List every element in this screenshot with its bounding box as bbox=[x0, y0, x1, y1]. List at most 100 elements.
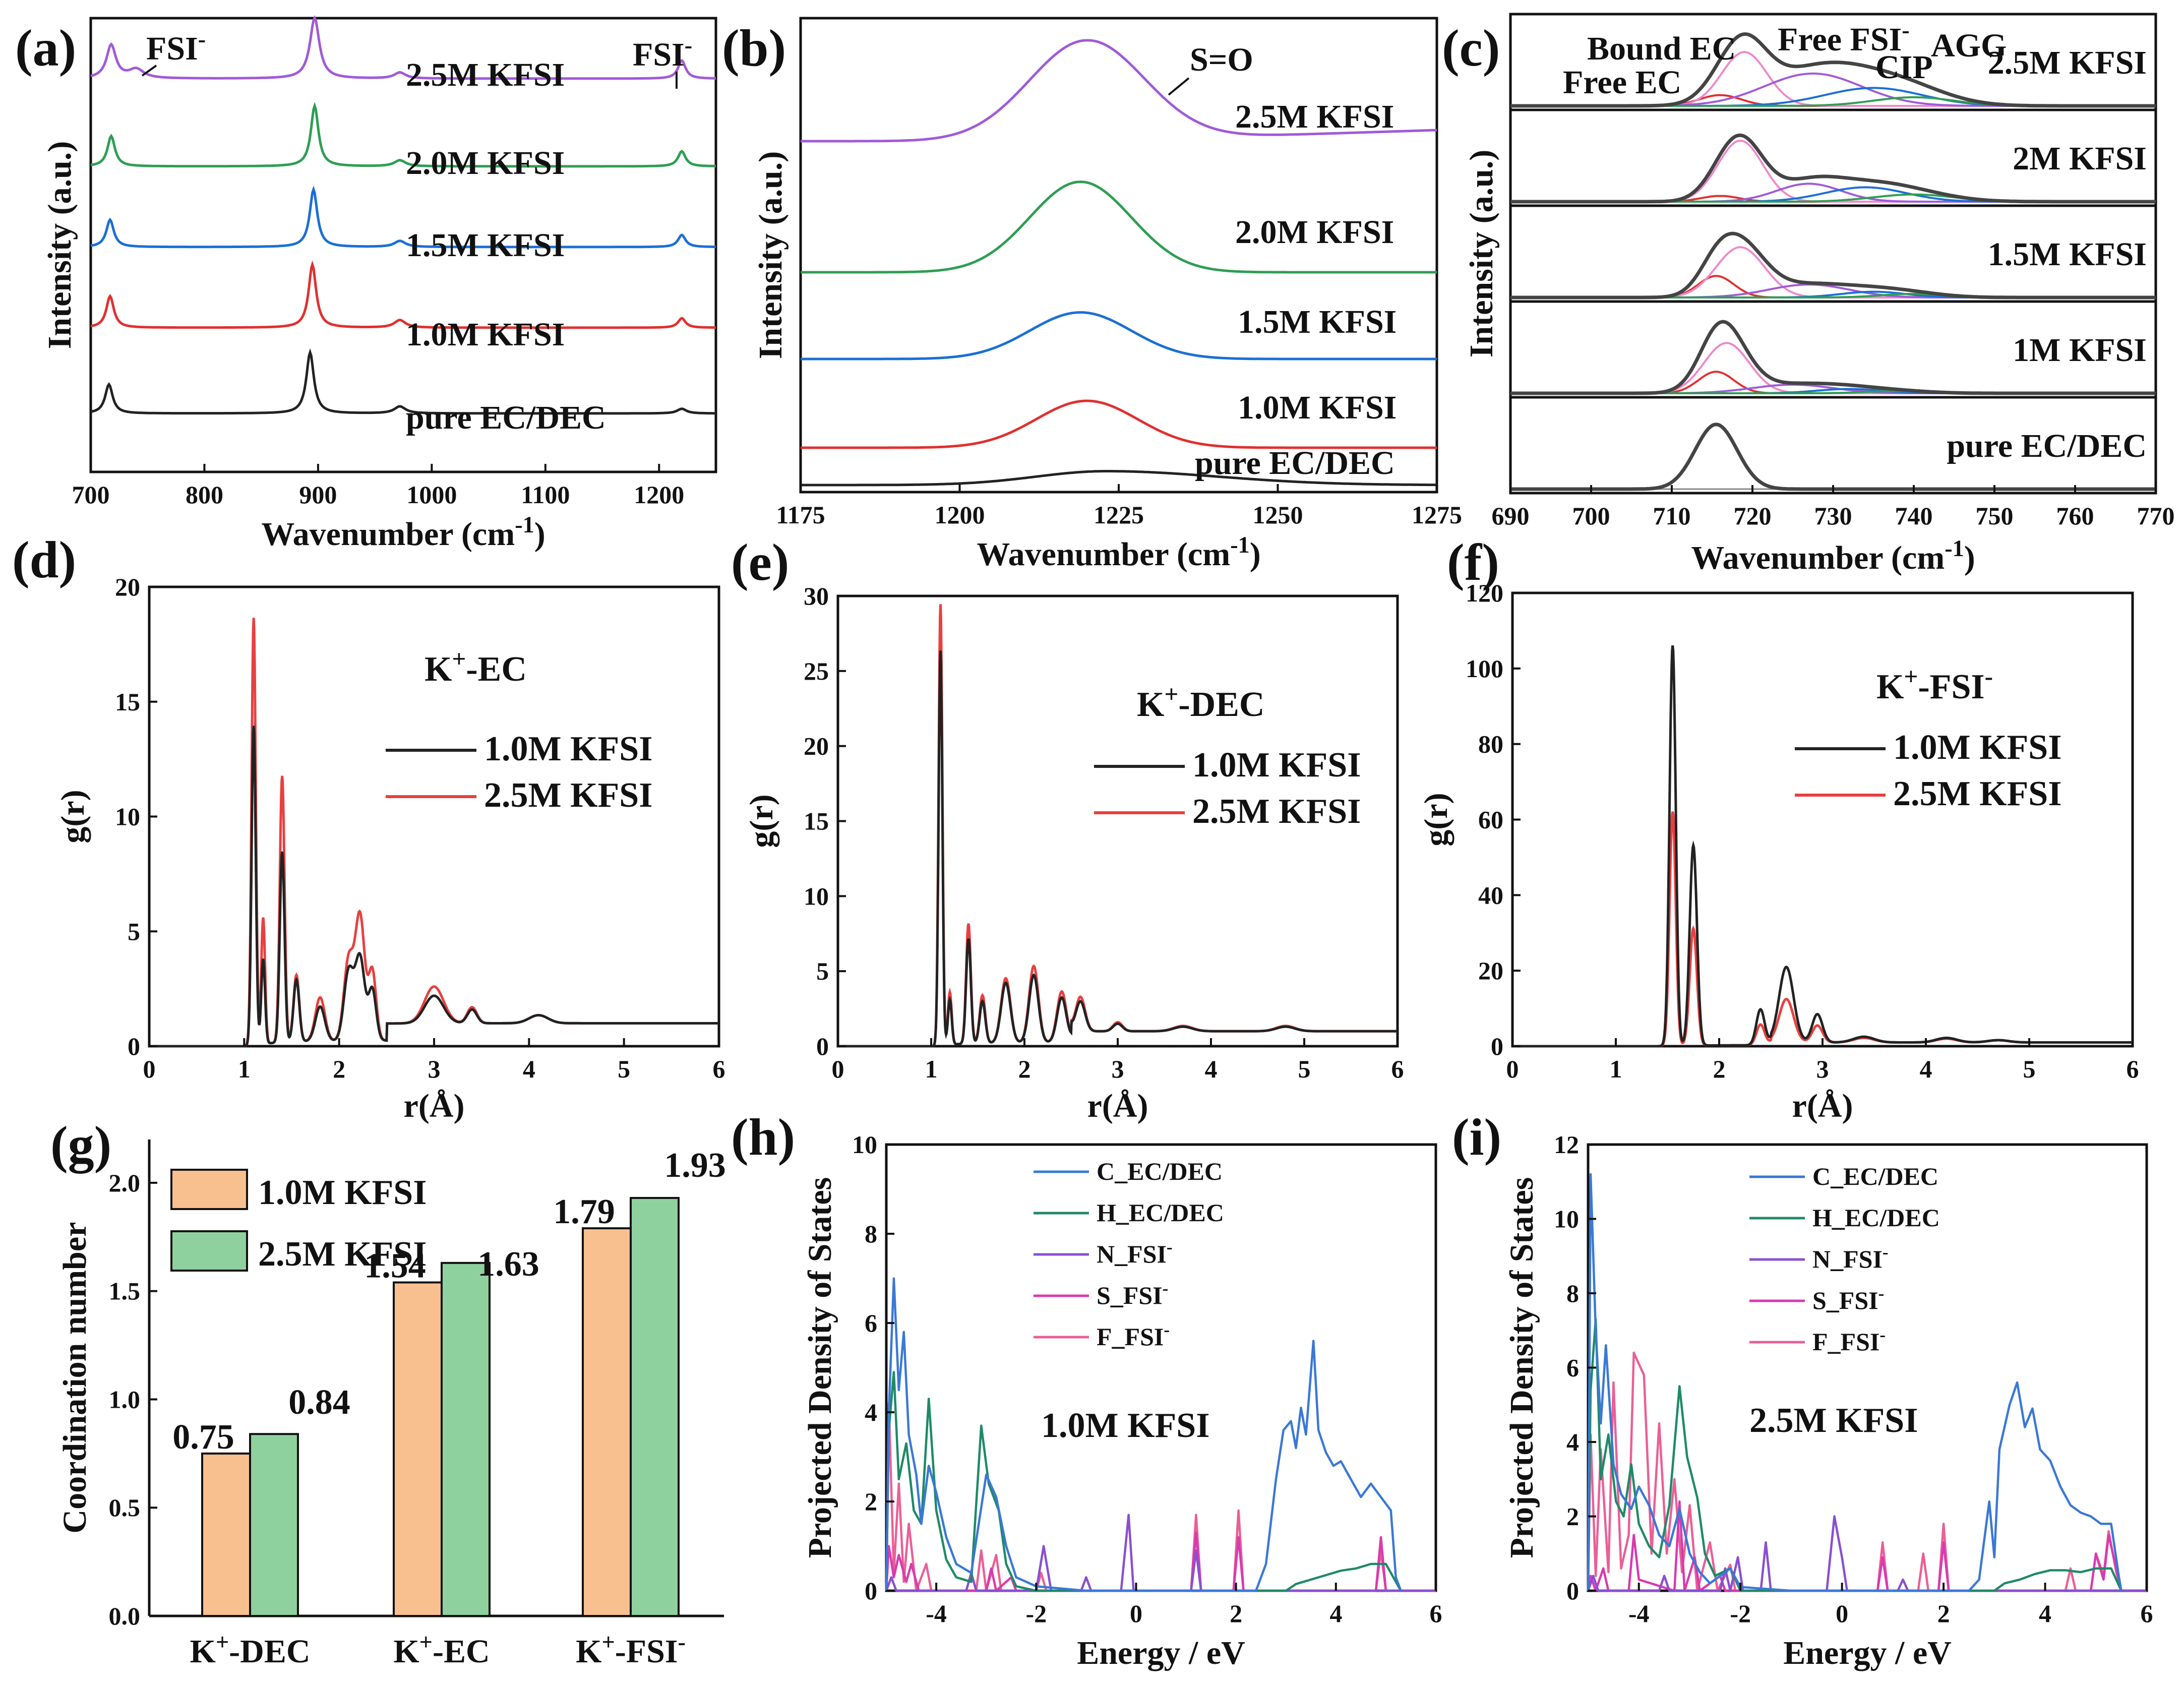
x-tick-label: 1175 bbox=[776, 501, 825, 529]
x-tick-label: 4 bbox=[1920, 1055, 1932, 1083]
chart-title: K+-DEC bbox=[1137, 680, 1264, 725]
bar-value-label: 0.84 bbox=[288, 1383, 350, 1422]
y-tick-label: 25 bbox=[804, 657, 829, 685]
subpanel-label: 2M KFSI bbox=[2013, 140, 2147, 177]
chart-title: K+-FSI- bbox=[1876, 663, 1993, 707]
legend-label: N_FSI- bbox=[1812, 1242, 1889, 1274]
bar-1-0 bbox=[249, 1433, 299, 1617]
x-tick-label: 730 bbox=[1814, 502, 1852, 530]
legend-label: S_FSI- bbox=[1812, 1284, 1884, 1315]
series-label: 1.0M KFSI bbox=[1238, 389, 1397, 426]
y-tick-label: 0.5 bbox=[109, 1493, 141, 1522]
panel-label: (e) bbox=[731, 533, 789, 591]
x-tick-label: 3 bbox=[1112, 1055, 1124, 1083]
x-tick-label: -4 bbox=[1628, 1599, 1650, 1628]
x-axis-label: Wavenumber (cm-1) bbox=[261, 512, 545, 553]
x-axis-label: Energy / eV bbox=[1077, 1635, 1245, 1671]
bar-1-2 bbox=[630, 1196, 680, 1617]
legend-free-fsi: Free FSI- bbox=[1778, 17, 1910, 58]
category-label: K+-EC bbox=[393, 1629, 490, 1670]
x-tick-label: -4 bbox=[926, 1599, 947, 1628]
fsi-annotation: FSI- bbox=[146, 26, 206, 68]
x-axis-label: Wavenumber (cm-1) bbox=[1691, 535, 1975, 577]
envelope-line bbox=[1510, 32, 2156, 108]
subpanel-label: 1M KFSI bbox=[2013, 332, 2147, 369]
x-tick-label: 690 bbox=[1492, 502, 1530, 530]
legend-swatch bbox=[170, 1230, 248, 1272]
x-tick-label: 3 bbox=[428, 1055, 441, 1083]
legend-label: 1.0M KFSI bbox=[484, 730, 652, 768]
x-tick-label: 3 bbox=[1816, 1055, 1829, 1083]
y-axis-label: Intensity (a.u.) bbox=[752, 151, 789, 359]
series-label: 2.0M KFSI bbox=[406, 145, 565, 182]
y-tick-label: 0 bbox=[128, 1032, 140, 1060]
y-tick-label: 15 bbox=[804, 807, 829, 835]
y-tick-label: 5 bbox=[816, 957, 829, 985]
bar-value-label: 1.79 bbox=[553, 1192, 615, 1231]
annotation-pointer bbox=[1168, 77, 1190, 96]
x-tick-label: 900 bbox=[299, 480, 337, 509]
legend-label: N_FSI- bbox=[1097, 1237, 1173, 1269]
y-tick-label: 0 bbox=[865, 1577, 877, 1605]
spectrum-line bbox=[801, 39, 1437, 143]
x-axis-label: r(Å) bbox=[1792, 1088, 1853, 1124]
x-tick-label: 800 bbox=[186, 480, 223, 509]
x-tick-label: 6 bbox=[1430, 1599, 1442, 1628]
series-label: 1.0M KFSI bbox=[406, 316, 565, 353]
panel-label: (f) bbox=[1447, 533, 1499, 591]
bar-value-label: 1.63 bbox=[477, 1245, 539, 1284]
chart-e: (e) 0 1 2 3 4 5 6 0 5 10 15 20 25 30 r(Å) g(r) K+-DEC 1.0M… bbox=[731, 533, 1404, 1124]
legend-agg: AGG bbox=[1931, 27, 2007, 64]
y-axis-label: g(r) bbox=[1418, 793, 1454, 846]
panel-label: (b) bbox=[722, 19, 786, 77]
y-tick-label: 6 bbox=[1566, 1354, 1579, 1382]
y-axis-label: g(r) bbox=[743, 794, 780, 848]
bar-value-label: 1.93 bbox=[664, 1146, 726, 1185]
x-axis-label: Energy / eV bbox=[1783, 1635, 1952, 1671]
y-tick-label: 0 bbox=[1566, 1577, 1579, 1605]
category-label: K+-FSI- bbox=[576, 1629, 686, 1670]
y-tick-label: 8 bbox=[1566, 1279, 1579, 1307]
x-tick-label: 1 bbox=[238, 1055, 251, 1083]
y-tick-label: 5 bbox=[128, 917, 140, 945]
legend-label: H_EC/DEC bbox=[1812, 1204, 1940, 1232]
x-tick-label: 4 bbox=[2039, 1599, 2051, 1628]
legend-cip: CIP bbox=[1875, 49, 1933, 86]
y-tick-label: 20 bbox=[804, 732, 829, 760]
x-tick-label: 2 bbox=[333, 1055, 345, 1083]
chart-b: (b) 1175 1200 1225 1250 1275 Wavenumber (cm-1)… bbox=[722, 17, 1462, 573]
pdos-line bbox=[1587, 1173, 2122, 1592]
chart-title: K+-EC bbox=[424, 645, 527, 689]
rdf-line bbox=[149, 726, 719, 1048]
x-tick-label: 0 bbox=[143, 1055, 156, 1083]
so-annotation: S=O bbox=[1190, 41, 1253, 78]
y-tick-label: 10 bbox=[115, 803, 140, 831]
legend-label: 1.0M KFSI bbox=[1893, 728, 2061, 767]
y-tick-label: 6 bbox=[865, 1309, 877, 1337]
y-tick-label: 1.0 bbox=[109, 1385, 141, 1413]
spectrum-line bbox=[90, 186, 716, 249]
subpanel-label: 2.5M KFSI bbox=[1988, 44, 2147, 81]
y-tick-label: 8 bbox=[865, 1220, 877, 1248]
y-tick-label: 1.5 bbox=[109, 1277, 141, 1305]
chart-f: (f)0 1 2 3 4 5 6020406080100120r(Å)g(r)K+-FSI-… bbox=[1418, 533, 2139, 1124]
category-label: K+-DEC bbox=[190, 1629, 311, 1670]
x-tick-label: 1000 bbox=[406, 480, 457, 509]
legend-label: H_EC/DEC bbox=[1097, 1198, 1224, 1227]
envelope-line bbox=[1510, 133, 2156, 204]
y-tick-label: 40 bbox=[1478, 881, 1503, 909]
x-tick-label: 1200 bbox=[935, 501, 985, 529]
y-tick-label: 0 bbox=[1491, 1032, 1503, 1060]
subpanel-label: 1.5M KFSI bbox=[1988, 236, 2147, 273]
y-axis-label: Projected Density of States bbox=[802, 1177, 838, 1558]
subpanel-label: pure EC/DEC bbox=[1947, 428, 2147, 464]
x-tick-label: 1200 bbox=[634, 480, 684, 509]
y-tick-label: 60 bbox=[1478, 806, 1503, 834]
x-tick-label: 2 bbox=[1937, 1599, 1950, 1628]
y-tick-label: 30 bbox=[804, 582, 829, 610]
y-tick-label: 20 bbox=[1478, 956, 1503, 985]
bar-value-label: 0.75 bbox=[172, 1418, 234, 1457]
spectrum-line bbox=[801, 399, 1437, 449]
panel-label: (c) bbox=[1442, 19, 1500, 77]
